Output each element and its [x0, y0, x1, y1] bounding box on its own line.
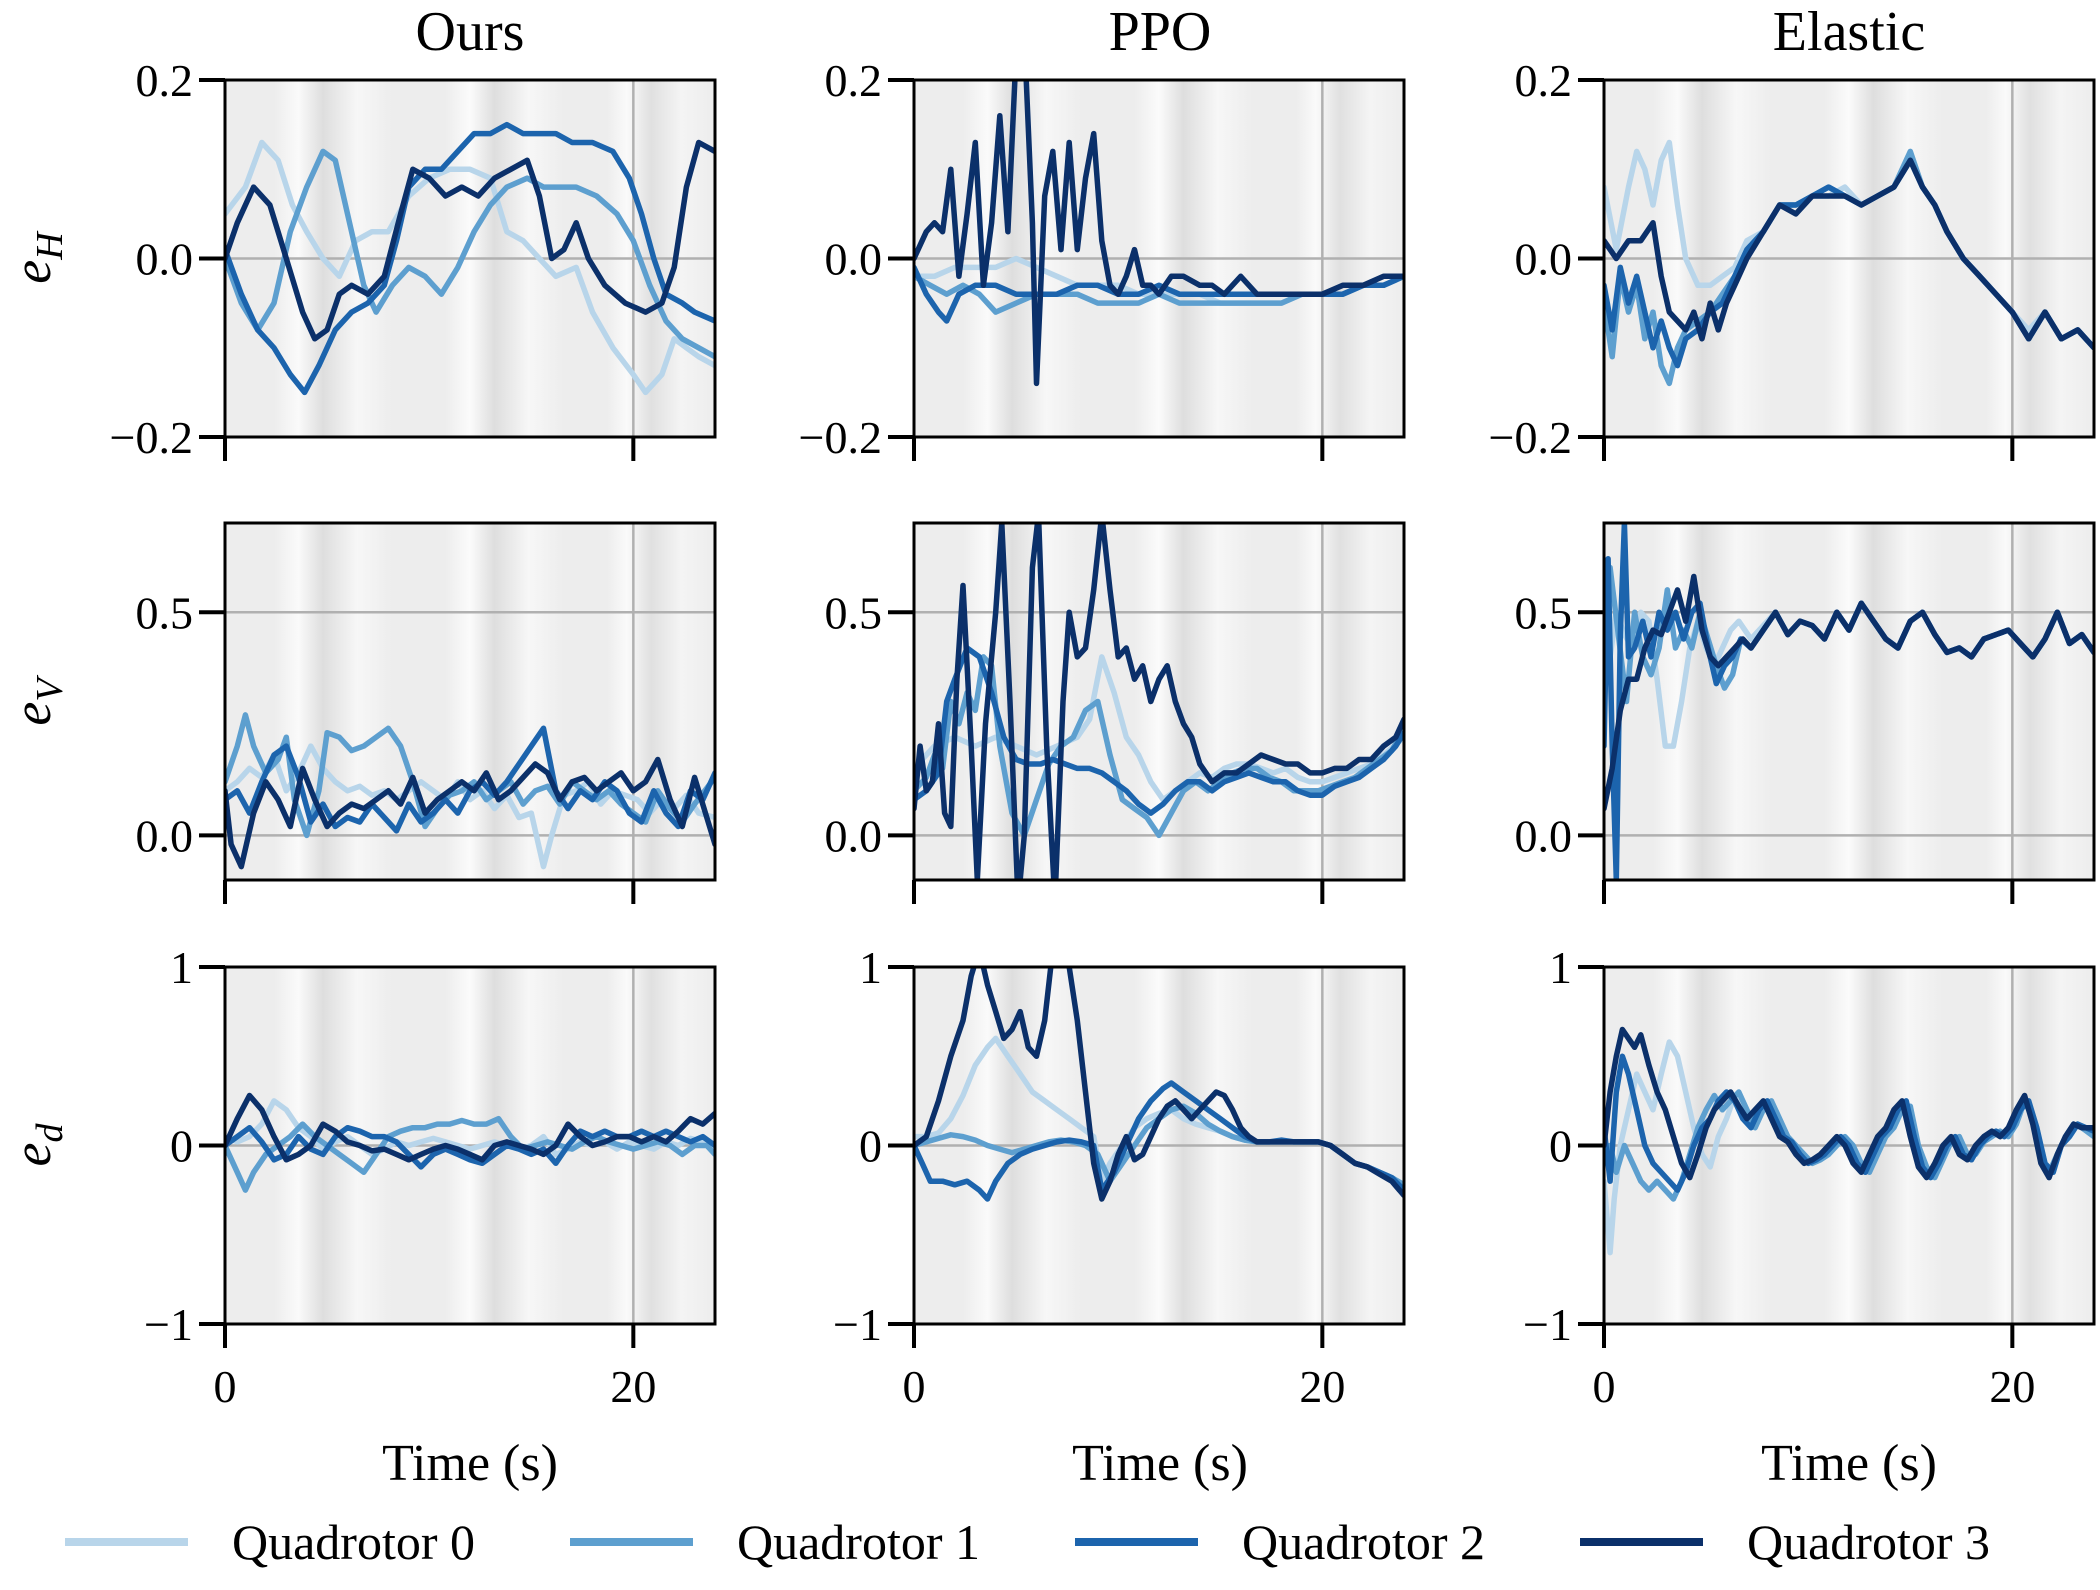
series-line-quadrotor-3 [1604, 157, 2094, 351]
series-line-quadrotor-3 [1604, 573, 2094, 812]
panel-r1-c0: 0.0 0.5 [136, 521, 717, 904]
plot-frame [912, 521, 1406, 882]
xlabel-ours: Time (s) [382, 1435, 558, 1492]
y-tick-label: 0.0 [1515, 234, 1573, 285]
column-title-elastic: Elastic [1773, 1, 1925, 63]
plot-background [225, 523, 715, 880]
legend-label-quadrotor-2: Quadrotor 2 [1242, 1514, 1485, 1570]
y-tick-label: 0.2 [825, 55, 883, 106]
xlabel-elastic: Time (s) [1761, 1435, 1937, 1492]
y-tick-label: 0.5 [825, 587, 883, 638]
y-tick-label: 0.5 [136, 587, 194, 638]
legend: Quadrotor 0 Quadrotor 1 Quadrotor 2 Quad… [65, 1514, 1990, 1570]
series-group [1604, 523, 2094, 880]
y-tick-label: 0.0 [825, 234, 883, 285]
series-line-quadrotor-2 [1604, 1053, 2094, 1193]
series-line-quadrotor-1 [225, 1115, 715, 1193]
y-tick-label: −1 [833, 1299, 882, 1350]
series-group [225, 712, 715, 870]
series-line-quadrotor-3 [914, 80, 1404, 387]
y-tick-label: 1 [859, 942, 882, 993]
legend-label-quadrotor-1: Quadrotor 1 [737, 1514, 980, 1570]
y-tick-label: 0.0 [136, 234, 194, 285]
series-line-quadrotor-0 [225, 139, 715, 396]
series-group [914, 523, 1404, 880]
panel-r1-c2: 0.0 0.5 [1515, 521, 2096, 904]
series-line-quadrotor-2 [225, 121, 715, 396]
legend-label-quadrotor-0: Quadrotor 0 [232, 1514, 475, 1570]
series-line-quadrotor-3 [225, 1092, 715, 1163]
y-tick-label: 0.0 [825, 810, 883, 861]
y-tick-label: −1 [1523, 1299, 1572, 1350]
series-group [1604, 139, 2094, 387]
ylabel-eh: eH [2, 230, 71, 284]
y-tick-label: 0.0 [1515, 810, 1573, 861]
panel-r1-c1: 0.0 0.5 [825, 521, 1406, 904]
series-line-quadrotor-3 [225, 756, 715, 870]
ylabel-ev: eV [2, 675, 71, 726]
row-labels: eH eV ed [2, 230, 71, 1167]
series-line-quadrotor-3 [225, 139, 715, 342]
y-tick-label: 0.2 [136, 55, 194, 106]
panel-r0-c0: −0.2 0.0 0.2 [110, 55, 717, 463]
plot-frame [223, 521, 717, 882]
series-line-quadrotor-0 [225, 743, 715, 870]
plot-background [1604, 523, 2094, 880]
panel-r0-c2: −0.2 0.0 0.2 [1489, 55, 2096, 463]
ylabel-ed: ed [2, 1123, 71, 1167]
x-tick-label: 0 [214, 1361, 237, 1412]
column-title-ours: Ours [416, 1, 525, 63]
series-group [1604, 1026, 2094, 1256]
y-tick-label: 0.0 [136, 810, 194, 861]
panel-r0-c1: −0.2 0.0 0.2 [799, 55, 1406, 463]
x-tick-label: 20 [1299, 1361, 1345, 1412]
x-tick-label: 20 [610, 1361, 656, 1412]
y-tick-label: −0.2 [799, 412, 882, 463]
y-tick-label: −0.2 [1489, 412, 1572, 463]
legend-label-quadrotor-3: Quadrotor 3 [1747, 1514, 1990, 1570]
series-group [914, 80, 1404, 387]
series-group [225, 1092, 715, 1193]
x-axis-labels: Time (s) Time (s) Time (s) [382, 1435, 1937, 1492]
series-line-quadrotor-1 [225, 148, 715, 360]
xlabel-ppo: Time (s) [1072, 1435, 1248, 1492]
y-tick-label: −1 [144, 1299, 193, 1350]
x-tick-label: 0 [903, 1361, 926, 1412]
series-group [914, 967, 1404, 1202]
panel-grid: −0.20.00.2−0.20.00.2−0.20.00.20.00.50.00… [110, 55, 2096, 1412]
column-titles: Ours PPO Elastic [416, 1, 1926, 63]
y-tick-label: 1 [170, 942, 193, 993]
y-tick-label: −0.2 [110, 412, 193, 463]
series-line-quadrotor-2 [225, 1124, 715, 1170]
plot-frame [1602, 521, 2096, 882]
y-tick-label: 0 [170, 1121, 193, 1172]
series-group [225, 121, 715, 396]
y-tick-label: 0.5 [1515, 587, 1573, 638]
y-tick-label: 0 [1549, 1121, 1572, 1172]
series-line-quadrotor-3 [914, 967, 1404, 1202]
series-line-quadrotor-1 [914, 654, 1404, 839]
series-line-quadrotor-3 [914, 523, 1404, 880]
y-tick-label: 1 [1549, 942, 1572, 993]
x-tick-label: 20 [1989, 1361, 2035, 1412]
y-tick-label: 0 [859, 1121, 882, 1172]
column-title-ppo: PPO [1109, 1, 1212, 63]
series-line-quadrotor-0 [225, 1098, 715, 1158]
x-tick-label: 0 [1593, 1361, 1616, 1412]
y-tick-label: 0.2 [1515, 55, 1573, 106]
series-line-quadrotor-3 [1604, 1026, 2094, 1181]
